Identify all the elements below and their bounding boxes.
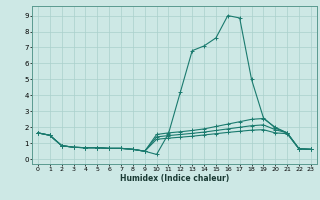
X-axis label: Humidex (Indice chaleur): Humidex (Indice chaleur) <box>120 174 229 183</box>
